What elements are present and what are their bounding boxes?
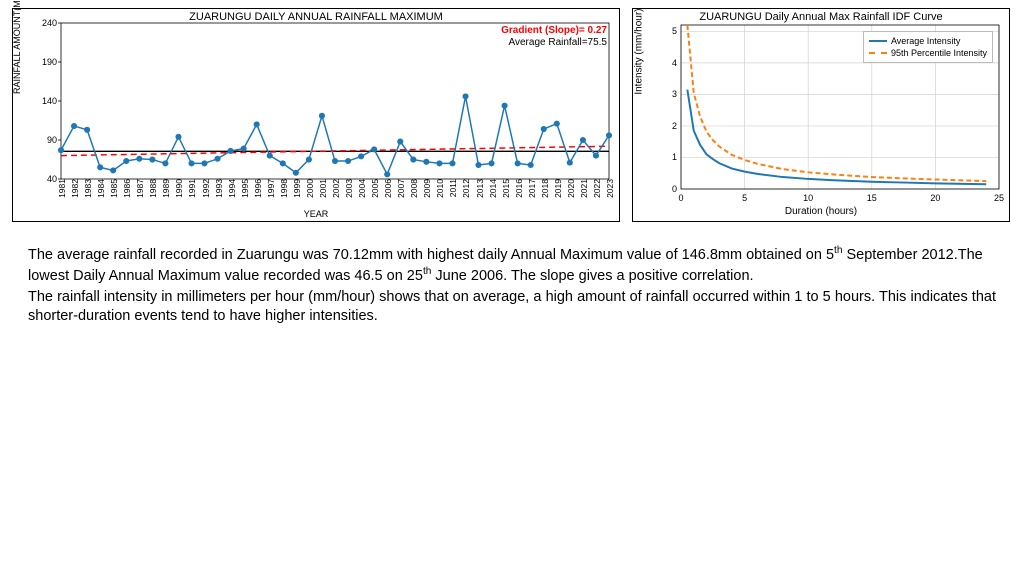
xtick-label: 2013 [475,179,485,198]
xtick-label: 2002 [331,179,341,198]
ytick-label: 5 [672,26,681,36]
xtick-label: 2006 [383,179,393,198]
xtick-label: 1981 [57,179,67,198]
legend-item-avg: Average Intensity [869,35,987,47]
xtick-label: 1993 [214,179,224,198]
xtick-label: 2008 [409,179,419,198]
ytick-label: 140 [42,96,61,106]
xtick-label: 2019 [553,179,563,198]
right-ylabel: Intensity (mm/hour) [634,9,645,95]
xtick-label: 1999 [292,179,302,198]
xtick-label: 1982 [70,179,80,198]
xtick-label: 1995 [240,179,250,198]
xtick-label: 1991 [187,179,197,198]
xtick-label: 25 [994,189,1004,203]
xtick-label: 1990 [174,179,184,198]
ytick-label: 240 [42,18,61,28]
xtick-label: 15 [867,189,877,203]
rainfall-annual-max-chart: ZUARUNGU DAILY ANNUAL RAINFALL MAXIMUM G… [12,8,620,222]
left-ylabel: RAINFALL AMOUNT(MM) [12,0,22,94]
ytick-label: 190 [42,57,61,67]
xtick-label: 2017 [527,179,537,198]
description-p2: The rainfall intensity in millimeters pe… [28,288,996,326]
xtick-label: 2023 [605,179,615,198]
left-svg [61,23,609,179]
xtick-label: 1997 [266,179,276,198]
right-chart-title: ZUARUNGU Daily Annual Max Rainfall IDF C… [633,9,1009,23]
xtick-label: 2015 [501,179,511,198]
charts-row: ZUARUNGU DAILY ANNUAL RAINFALL MAXIMUM G… [0,0,1024,226]
xtick-label: 5 [742,189,747,203]
xtick-label: 2012 [461,179,471,198]
xtick-label: 1994 [227,179,237,198]
left-xlabel: YEAR [304,209,329,219]
xtick-label: 2014 [488,179,498,198]
xtick-label: 1998 [279,179,289,198]
legend: Average Intensity 95th Percentile Intens… [863,31,993,63]
xtick-label: 1984 [96,179,106,198]
xtick-label: 2011 [448,179,458,197]
xtick-label: 1983 [83,179,93,198]
xtick-label: 1996 [253,179,263,198]
xtick-label: 2000 [305,179,315,198]
xtick-label: 20 [930,189,940,203]
legend-label-avg: Average Intensity [891,36,960,46]
xtick-label: 2005 [370,179,380,198]
xtick-label: 1988 [148,179,158,198]
xtick-label: 2020 [566,179,576,198]
xtick-label: 10 [803,189,813,203]
ytick-label: 1 [672,152,681,162]
xtick-label: 2004 [357,179,367,198]
legend-swatch-95p [869,52,887,54]
xtick-label: 2007 [396,179,406,198]
xtick-label: 1986 [122,179,132,198]
xtick-label: 1992 [201,179,211,198]
xtick-label: 2009 [422,179,432,198]
legend-swatch-avg [869,40,887,42]
ytick-label: 90 [47,135,61,145]
ytick-label: 4 [672,58,681,68]
xtick-label: 2018 [540,179,550,198]
xtick-label: 2016 [514,179,524,198]
legend-label-95p: 95th Percentile Intensity [891,48,987,58]
description-p1: The average rainfall recorded in Zuarung… [28,244,996,286]
left-chart-title: ZUARUNGU DAILY ANNUAL RAINFALL MAXIMUM [13,9,619,23]
xtick-label: 2021 [579,179,589,198]
idf-curve-chart: ZUARUNGU Daily Annual Max Rainfall IDF C… [632,8,1010,222]
description-block: The average rainfall recorded in Zuarung… [0,226,1024,326]
ytick-label: 2 [672,121,681,131]
xtick-label: 1985 [109,179,119,198]
xtick-label: 2010 [435,179,445,198]
xtick-label: 1987 [135,179,145,198]
xtick-label: 2001 [318,179,328,198]
xtick-label: 0 [678,189,683,203]
legend-item-95p: 95th Percentile Intensity [869,47,987,59]
ytick-label: 3 [672,89,681,99]
left-plot-area: 4090140190240 19811982198319841985198619… [61,23,609,179]
right-plot-area: 012345 0510152025 Average Intensity 95th… [681,25,999,189]
xtick-label: 2003 [344,179,354,198]
xtick-label: 2022 [592,179,602,198]
right-xlabel: Duration (hours) [785,206,857,217]
xtick-label: 1989 [161,179,171,198]
